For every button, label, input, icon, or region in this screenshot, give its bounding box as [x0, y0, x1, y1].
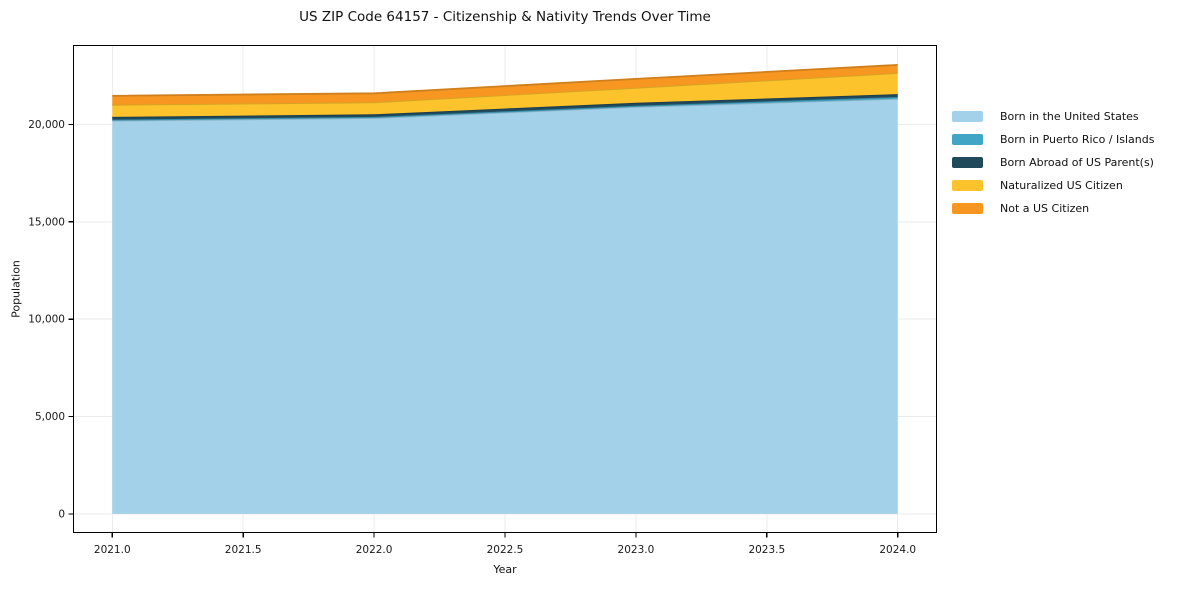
x-tick-label: 2021.0	[94, 544, 131, 556]
legend-label: Born in the United States	[1000, 110, 1139, 123]
legend-item: Born in the United States	[952, 105, 1154, 128]
legend-label: Born Abroad of US Parent(s)	[1000, 156, 1154, 169]
y-tick-label: 5,000	[35, 411, 65, 423]
area-series-3	[112, 73, 898, 117]
legend-swatch	[952, 134, 983, 145]
legend-item: Born Abroad of US Parent(s)	[952, 151, 1154, 174]
legend-swatch	[952, 111, 983, 122]
area-edge-4	[112, 64, 898, 97]
legend-item: Naturalized US Citizen	[952, 174, 1154, 197]
x-axis-label: Year	[493, 563, 517, 576]
chart-title: US ZIP Code 64157 - Citizenship & Nativi…	[299, 9, 711, 25]
y-tick-label: 15,000	[28, 216, 65, 228]
x-tick-label: 2021.5	[225, 544, 262, 556]
x-tick-label: 2023.0	[618, 544, 655, 556]
x-tick-label: 2022.0	[356, 544, 393, 556]
legend-label: Born in Puerto Rico / Islands	[1000, 133, 1155, 146]
legend-swatch	[952, 180, 983, 191]
axes-box	[72, 44, 938, 534]
x-tick-label: 2024.0	[879, 544, 916, 556]
x-tick-label: 2022.5	[487, 544, 524, 556]
legend-item: Born in Puerto Rico / Islands	[952, 128, 1154, 151]
area-series-2	[112, 94, 898, 120]
legend-label: Not a US Citizen	[1000, 202, 1090, 215]
y-tick-label: 20,000	[28, 119, 65, 131]
legend-swatch	[952, 203, 983, 214]
legend-swatch	[952, 157, 983, 168]
y-axis-label: Population	[9, 260, 23, 318]
y-tick-label: 0	[58, 508, 65, 520]
legend-label: Naturalized US Citizen	[1000, 179, 1123, 192]
legend-item: Not a US Citizen	[952, 197, 1154, 220]
x-tick-label: 2023.5	[748, 544, 785, 556]
y-tick-label: 10,000	[28, 314, 65, 326]
legend: Born in the United States Born in Puerto …	[952, 105, 1154, 220]
area-series-0	[112, 98, 898, 514]
